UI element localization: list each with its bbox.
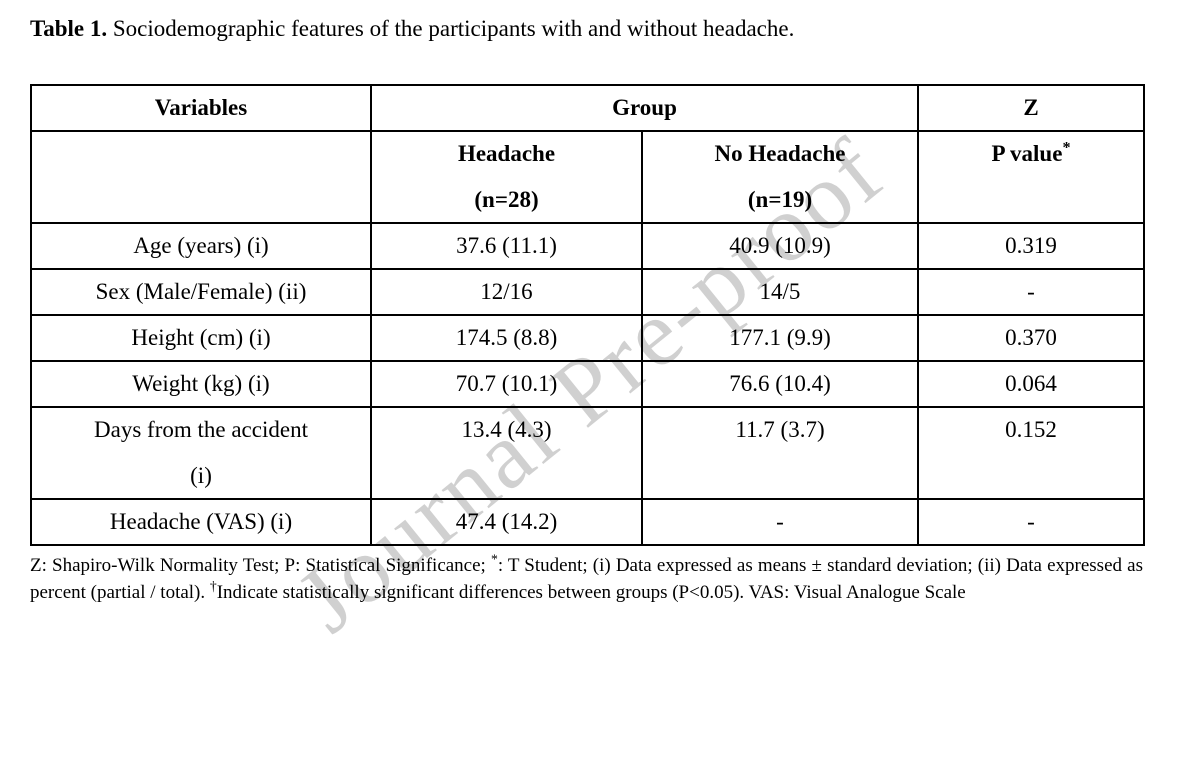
cell-headache-value: 70.7 (10.1) bbox=[370, 360, 643, 408]
cell-p-value: 0.319 bbox=[917, 222, 1145, 270]
table-row-weight: Weight (kg) (i) 70.7 (10.1) 76.6 (10.4) … bbox=[30, 360, 1145, 408]
header-headache-label: Headache bbox=[457, 141, 556, 166]
table-caption-text: Sociodemographic features of the partici… bbox=[107, 16, 795, 41]
header-row-2: Headache (n=28) No Headache (n=19) P val… bbox=[30, 130, 1145, 224]
header-headache: Headache (n=28) bbox=[370, 130, 643, 224]
header-p-value-label: P value bbox=[991, 141, 1063, 166]
header-variables: Variables bbox=[30, 84, 372, 132]
table-row-height: Height (cm) (i) 174.5 (8.8) 177.1 (9.9) … bbox=[30, 314, 1145, 362]
footnote-asterisk: * bbox=[490, 551, 498, 567]
table-row-age: Age (years) (i) 37.6 (11.1) 40.9 (10.9) … bbox=[30, 222, 1145, 270]
cell-p-value: 0.370 bbox=[917, 314, 1145, 362]
cell-variable-line2: (i) bbox=[190, 463, 212, 488]
footnote-part-2: : T Student; (i) Data expressed as means… bbox=[30, 555, 1143, 603]
cell-no-headache-value: 11.7 (3.7) bbox=[641, 406, 919, 500]
footnote-dagger: † bbox=[209, 578, 217, 594]
cell-variable: Days from the accident (i) bbox=[30, 406, 372, 500]
cell-variable-line1: Days from the accident bbox=[94, 417, 308, 442]
cell-headache-value: 12/16 bbox=[370, 268, 643, 316]
header-group: Group bbox=[370, 84, 919, 132]
cell-p-value: - bbox=[917, 268, 1145, 316]
cell-variable: Headache (VAS) (i) bbox=[30, 498, 372, 546]
cell-headache-value: 37.6 (11.1) bbox=[370, 222, 643, 270]
cell-no-headache-value: 76.6 (10.4) bbox=[641, 360, 919, 408]
table-row-sex: Sex (Male/Female) (ii) 12/16 14/5 - bbox=[30, 268, 1145, 316]
header-row-1: Variables Group Z bbox=[30, 84, 1145, 132]
header-no-headache-label: No Headache bbox=[714, 141, 846, 166]
header-empty-cell bbox=[30, 130, 372, 224]
cell-no-headache-value: 40.9 (10.9) bbox=[641, 222, 919, 270]
table-caption-label: Table 1. bbox=[30, 16, 108, 41]
cell-no-headache-value: 177.1 (9.9) bbox=[641, 314, 919, 362]
header-p-value: P value* bbox=[917, 130, 1145, 224]
table-row-headache-vas: Headache (VAS) (i) 47.4 (14.2) - - bbox=[30, 498, 1145, 546]
cell-no-headache-value: - bbox=[641, 498, 919, 546]
table-footnote: Z: Shapiro-Wilk Normality Test; P: Stati… bbox=[30, 552, 1143, 606]
cell-variable: Age (years) (i) bbox=[30, 222, 372, 270]
cell-variable: Height (cm) (i) bbox=[30, 314, 372, 362]
cell-p-value: 0.152 bbox=[917, 406, 1145, 500]
content: Table 1. Sociodemographic features of th… bbox=[30, 14, 1200, 606]
sociodemographic-table: Variables Group Z Headache (n=28) No Hea… bbox=[30, 84, 1145, 546]
header-no-headache-n: (n=19) bbox=[747, 187, 813, 212]
cell-headache-value: 174.5 (8.8) bbox=[370, 314, 643, 362]
cell-headache-value: 47.4 (14.2) bbox=[370, 498, 643, 546]
header-no-headache: No Headache (n=19) bbox=[641, 130, 919, 224]
footnote-part-3: Indicate statistically significant diffe… bbox=[216, 582, 966, 603]
cell-no-headache-value: 14/5 bbox=[641, 268, 919, 316]
cell-variable: Sex (Male/Female) (ii) bbox=[30, 268, 372, 316]
table-caption: Table 1. Sociodemographic features of th… bbox=[30, 14, 1200, 44]
header-z: Z bbox=[917, 84, 1145, 132]
cell-p-value: - bbox=[917, 498, 1145, 546]
cell-headache-value: 13.4 (4.3) bbox=[370, 406, 643, 500]
cell-variable: Weight (kg) (i) bbox=[30, 360, 372, 408]
table-row-days-from-accident: Days from the accident (i) 13.4 (4.3) 11… bbox=[30, 406, 1145, 500]
header-headache-n: (n=28) bbox=[474, 187, 539, 212]
cell-p-value: 0.064 bbox=[917, 360, 1145, 408]
header-p-value-asterisk: * bbox=[1062, 139, 1071, 157]
footnote-part-1: Z: Shapiro-Wilk Normality Test; P: Stati… bbox=[30, 555, 491, 576]
